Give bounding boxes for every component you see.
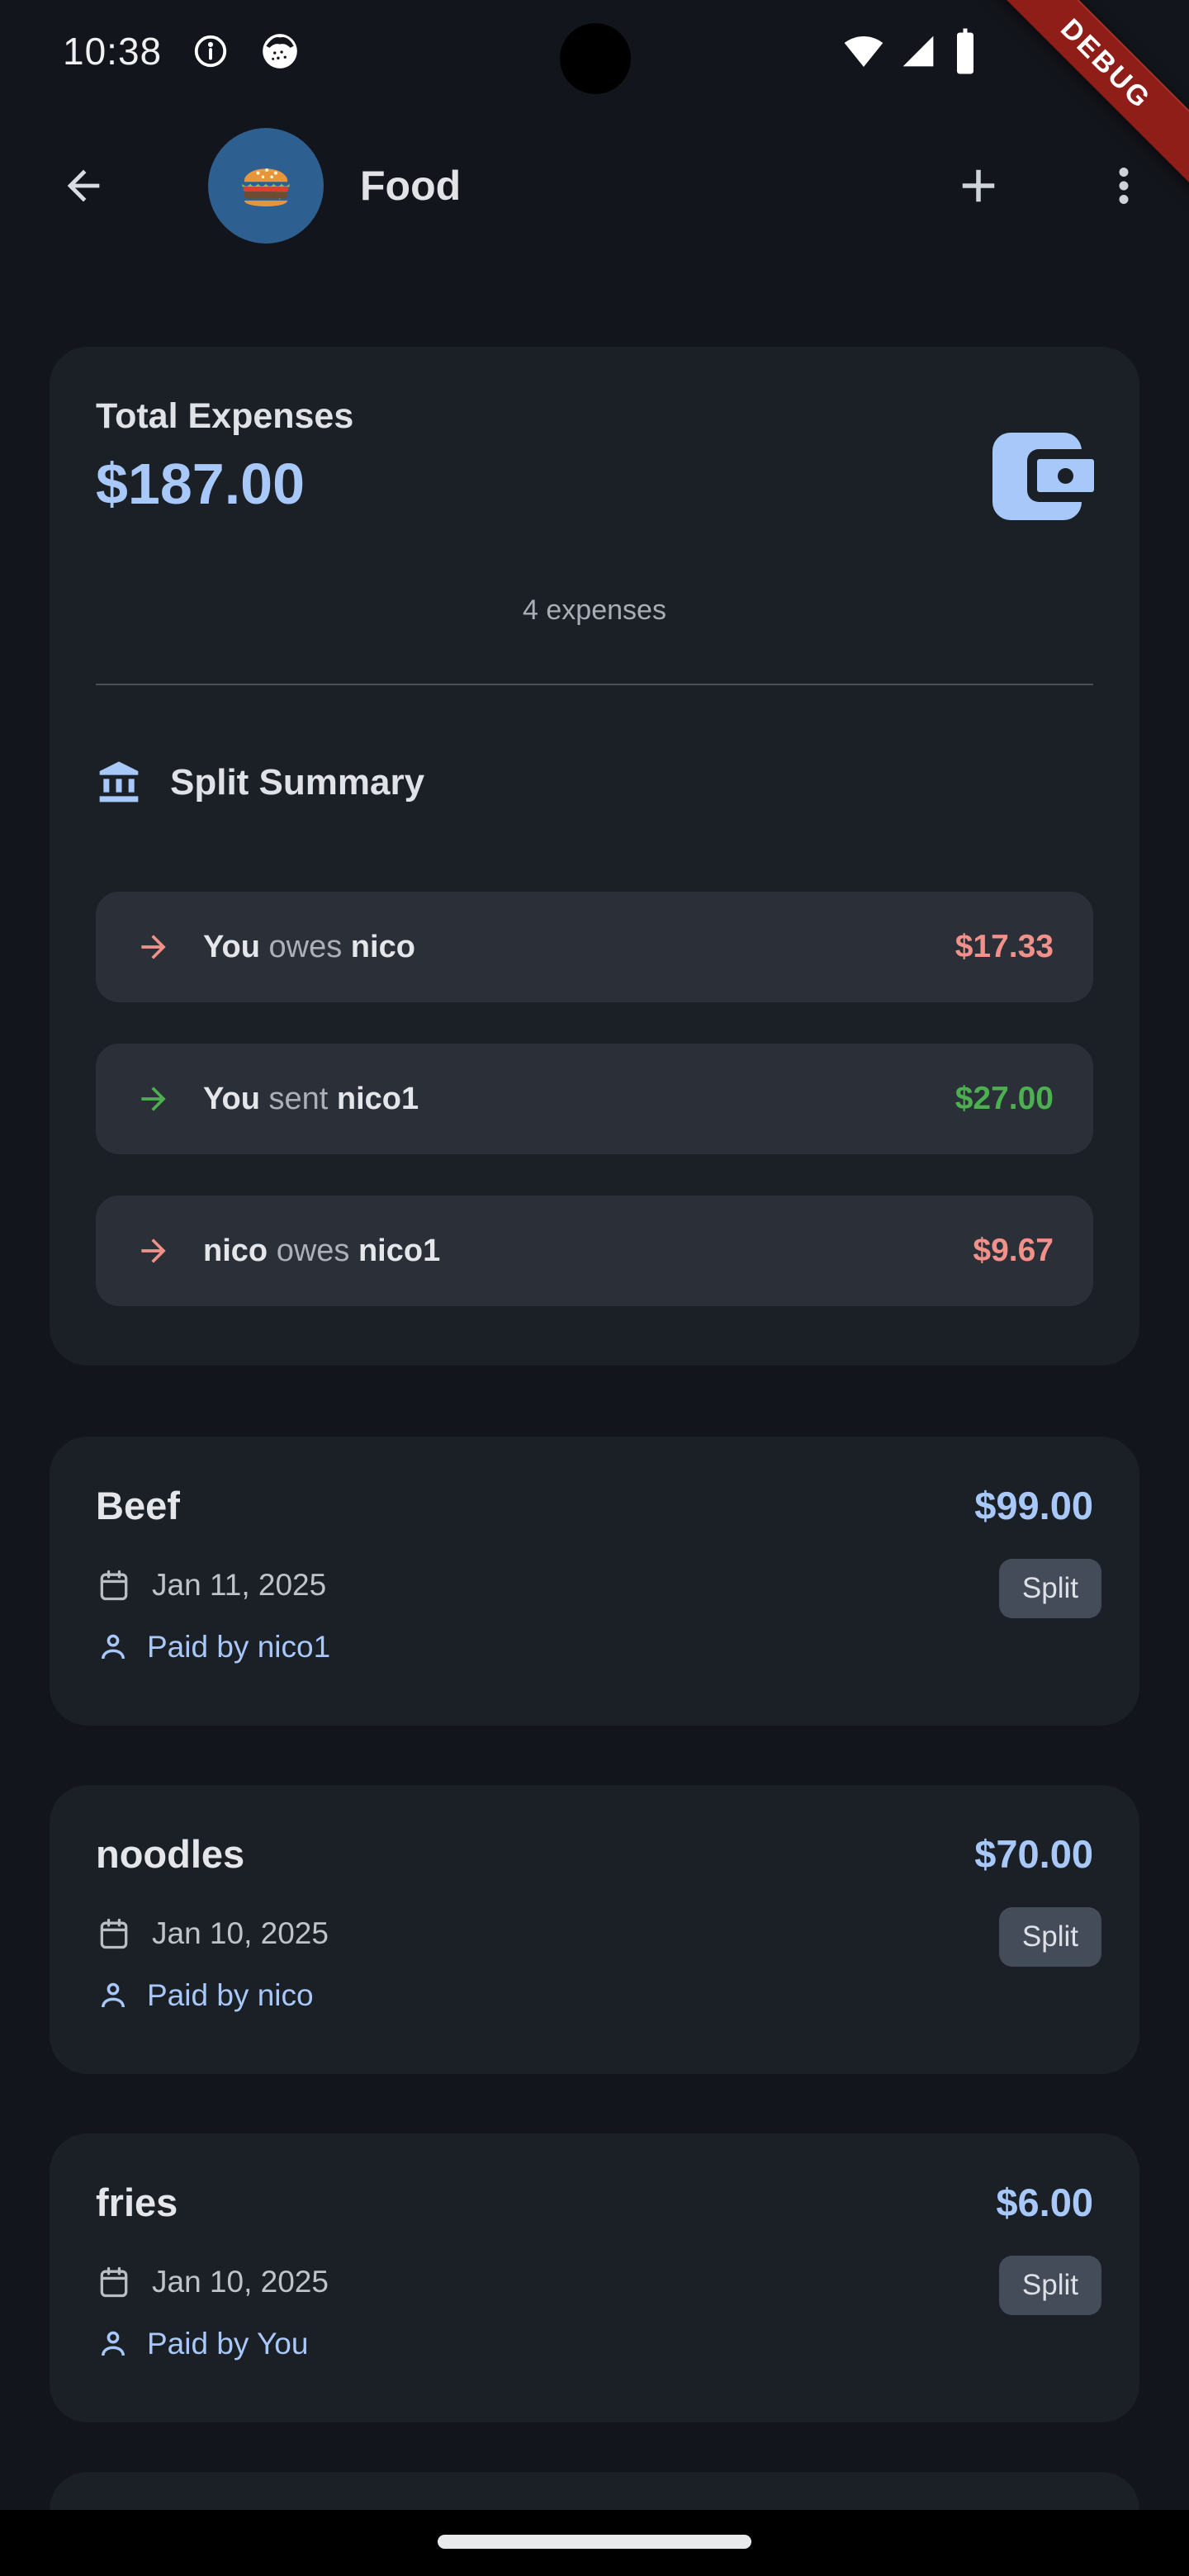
octopus-icon — [259, 31, 301, 72]
split-row-label: You sent nico1 — [203, 1081, 419, 1116]
split-summary-header: Split Summary — [96, 760, 424, 806]
back-button[interactable] — [46, 142, 121, 230]
split-row-amount: $27.00 — [955, 1081, 1054, 1116]
arrow-right-icon — [135, 1233, 172, 1269]
expense-amount: $99.00 — [974, 1484, 1093, 1527]
expense-payer-row: Paid by nico — [96, 1978, 314, 2013]
calendar-icon — [96, 1915, 132, 1952]
split-row[interactable]: You owes nico $17.33 — [96, 892, 1093, 1002]
arrow-right-icon — [135, 1081, 172, 1117]
expense-amount: $70.00 — [974, 1832, 1093, 1876]
gesture-nav-bar — [0, 2510, 1189, 2576]
battery-icon — [953, 28, 978, 74]
expense-date-row: Jan 10, 2025 — [96, 2264, 329, 2300]
split-badge: Split — [998, 2256, 1101, 2315]
expense-payer: Paid by nico1 — [147, 1630, 331, 1664]
expense-date: Jan 11, 2025 — [152, 1568, 327, 1602]
group-avatar[interactable] — [208, 128, 324, 244]
split-row[interactable]: You sent nico1 $27.00 — [96, 1044, 1093, 1154]
expense-count: 4 expenses — [523, 594, 666, 626]
nav-handle[interactable] — [438, 2535, 751, 2549]
debug-banner-label: DEBUG — [1054, 12, 1158, 116]
split-row-amount: $9.67 — [973, 1233, 1054, 1268]
split-row-label: You owes nico — [203, 929, 415, 964]
more-vert-icon — [1097, 159, 1151, 213]
overflow-menu-button[interactable] — [1087, 142, 1161, 230]
divider — [96, 684, 1093, 685]
expense-date: Jan 10, 2025 — [152, 1916, 329, 1950]
page-title: Food — [360, 163, 462, 209]
person-icon — [96, 1630, 130, 1664]
status-bar-right — [844, 0, 978, 102]
calendar-icon — [96, 1567, 132, 1603]
camera-cutout — [560, 23, 631, 94]
expense-title: fries — [96, 2181, 178, 2224]
expense-payer: Paid by You — [147, 2327, 309, 2361]
wifi-icon — [844, 31, 883, 71]
arrow-right-icon — [135, 929, 172, 965]
split-summary-title: Split Summary — [170, 762, 425, 803]
arrow-back-icon — [59, 162, 107, 210]
plus-icon — [951, 159, 1006, 213]
expense-card[interactable]: noodles $70.00 Jan 10, 2025 Paid by nic — [50, 1785, 1139, 2074]
total-expenses-amount: $187.00 — [96, 452, 306, 516]
calendar-icon — [96, 2264, 132, 2300]
expense-date-row: Jan 11, 2025 — [96, 1567, 326, 1603]
expense-card[interactable]: Beef $99.00 Jan 11, 2025 Paid by nico1 — [50, 1437, 1139, 1726]
expense-payer-row: Paid by You — [96, 2327, 308, 2361]
info-icon — [192, 32, 230, 70]
expense-payer-row: Paid by nico1 — [96, 1630, 330, 1664]
cellular-signal-icon — [900, 33, 936, 69]
expense-amount: $6.00 — [996, 2181, 1093, 2224]
wallet-icon — [992, 433, 1104, 520]
status-time: 10:38 — [63, 30, 163, 73]
person-icon — [96, 1978, 130, 2013]
expense-card[interactable]: fries $6.00 Jan 10, 2025 Paid by You — [50, 2133, 1139, 2422]
split-badge: Split — [998, 1907, 1101, 1967]
expense-payer: Paid by nico — [147, 1978, 314, 2012]
split-row-amount: $17.33 — [955, 929, 1054, 964]
split-badge: Split — [998, 1559, 1101, 1618]
total-expenses-card: Total Expenses $187.00 4 expenses Split … — [50, 347, 1139, 1366]
expense-title: Beef — [96, 1484, 180, 1527]
expense-date-row: Jan 10, 2025 — [96, 1915, 329, 1952]
split-row-label: nico owes nico1 — [203, 1233, 441, 1268]
burger-emoji-icon — [234, 154, 297, 217]
split-row[interactable]: nico owes nico1 $9.67 — [96, 1196, 1093, 1306]
status-bar-left: 10:38 — [63, 0, 301, 102]
bank-icon — [96, 760, 142, 806]
split-summary-list: You owes nico $17.33 You sent nico1 $27. — [96, 892, 1093, 1347]
total-expenses-label: Total Expenses — [96, 396, 354, 436]
expense-date: Jan 10, 2025 — [152, 2265, 329, 2299]
expense-title: noodles — [96, 1832, 245, 1876]
add-expense-button[interactable] — [941, 142, 1016, 230]
person-icon — [96, 2327, 130, 2361]
